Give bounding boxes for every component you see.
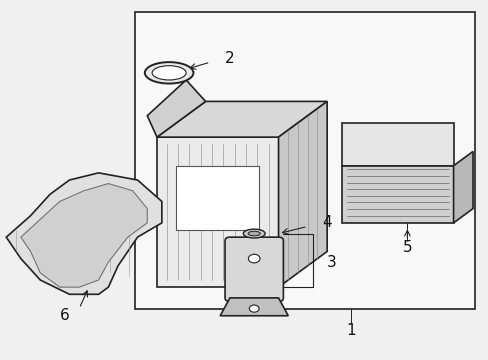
Text: 3: 3 (326, 255, 336, 270)
Text: 5: 5 (402, 240, 411, 255)
Text: 6: 6 (60, 308, 69, 323)
Ellipse shape (144, 62, 193, 84)
Ellipse shape (243, 229, 264, 238)
Polygon shape (220, 298, 287, 316)
Text: 2: 2 (224, 51, 234, 66)
Ellipse shape (247, 231, 260, 236)
Text: 1: 1 (346, 323, 356, 338)
Polygon shape (6, 173, 162, 294)
Polygon shape (453, 152, 472, 223)
Text: 4: 4 (322, 215, 331, 230)
Circle shape (249, 305, 259, 312)
Ellipse shape (152, 66, 186, 80)
FancyBboxPatch shape (224, 237, 283, 301)
Polygon shape (278, 102, 326, 287)
Polygon shape (147, 80, 205, 137)
Polygon shape (21, 184, 147, 287)
Circle shape (248, 254, 260, 263)
Polygon shape (157, 137, 278, 287)
Bar (176, 166, 259, 230)
Bar (135, 12, 474, 309)
Polygon shape (157, 102, 326, 137)
Polygon shape (341, 123, 453, 166)
Polygon shape (341, 166, 453, 223)
